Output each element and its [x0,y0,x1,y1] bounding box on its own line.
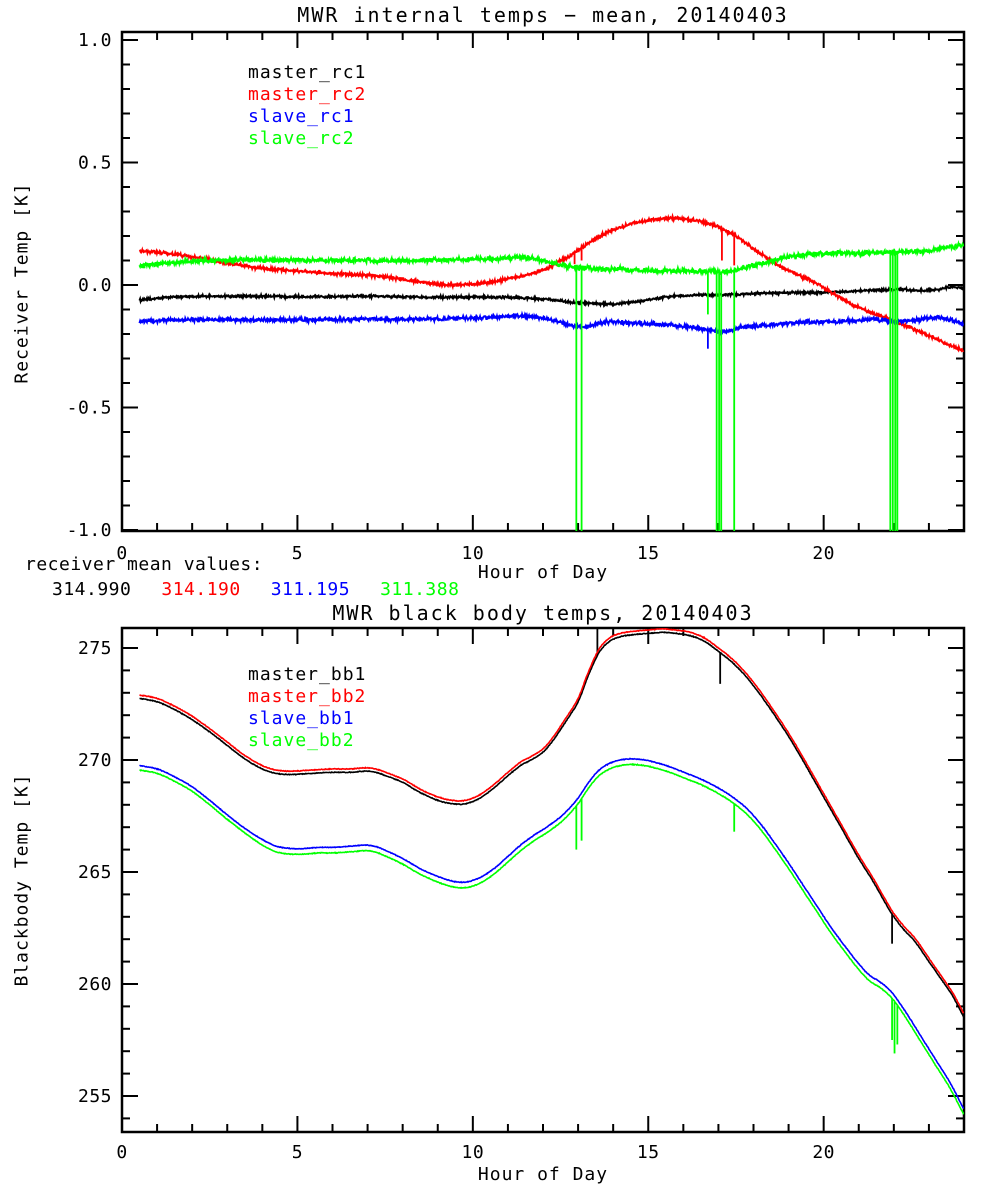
series-slave_rc2 [138,239,964,277]
mean-value: 311.388 [380,579,460,600]
y-tick-label: 0.5 [78,153,112,174]
y-tick-label: 270 [78,750,112,771]
legend-item-slave_bb2: slave_bb2 [248,730,355,751]
series-master_bb1 [139,631,964,1018]
legend-item-master_rc2: master_rc2 [248,84,367,105]
y-tick-label: 260 [78,974,112,995]
top-y-axis-title: Receiver Temp [K] [11,182,33,384]
bottom-chart: 0 5 10 15 20 275 270 265 260 255 [78,626,966,1163]
axis-ticks [121,32,965,531]
receiver-mean-values-label: receiver mean values: [25,554,264,575]
mean-value: 314.990 [52,579,132,600]
y-tick-label: 1.0 [78,30,112,51]
series-master_rc1 [138,284,964,309]
bottom-y-axis-title: Blackbody Temp [K] [11,773,33,987]
bottom-chart-legend: master_bb1 master_bb2 slave_bb1 slave_bb2 [248,664,366,752]
legend-item-slave_rc2: slave_rc2 [248,128,355,149]
y-tick-label: 0.0 [78,275,112,296]
x-tick-label: 0 [116,1142,127,1163]
x-tick-label: 10 [461,1142,484,1163]
x-tick-label: 20 [812,543,835,564]
series-master_rc2 [138,212,964,353]
legend-item-master_rc1: master_rc1 [248,62,367,83]
x-tick-label: 10 [461,543,484,564]
top-x-axis-title: Hour of Day [477,562,609,583]
bottom-x-axis-title: Hour of Day [477,1164,609,1185]
top-chart: 0 5 10 15 20 1.0 0.5 0.0 -0.5 -1.0 [67,30,966,564]
top-chart-legend: master_rc1 master_rc2 slave_rc1 slave_rc2 [248,62,366,150]
y-tick-label: -1.0 [67,520,112,541]
y-tick-label: 265 [78,862,112,883]
x-tick-label: 0 [116,543,127,564]
data-curves [139,628,964,1115]
series-master_bb2 [139,628,964,1014]
legend-item-master_bb2: master_bb2 [248,686,367,707]
x-tick-label: 5 [292,1142,303,1163]
x-tick-label: 15 [637,543,660,564]
bottom-chart-title: MWR black body temps, 20140403 [332,601,754,625]
mean-value: 311.195 [270,579,351,600]
legend-item-master_bb1: master_bb1 [248,664,367,685]
series-slave_rc1 [138,310,964,337]
y-tick-label: -0.5 [67,398,112,419]
y-tick-label: 255 [78,1086,112,1107]
x-tick-label: 5 [292,543,303,564]
mean-value: 314.190 [161,579,241,600]
data-curves [138,212,964,531]
y-tick-label: 275 [78,638,112,659]
top-chart-title: MWR internal temps − mean, 20140403 [297,3,789,27]
series-slave_bb1 [139,757,964,1110]
x-tick-label: 15 [637,1142,660,1163]
legend-item-slave_rc1: slave_rc1 [248,106,355,127]
x-tick-label: 20 [812,1142,835,1163]
legend-item-slave_bb1: slave_bb1 [248,708,355,729]
receiver-mean-values-row: 314.990 314.190 311.195 311.388 [52,579,459,600]
series-slave_bb2 [139,762,964,1115]
axis-ticks [121,628,965,1132]
